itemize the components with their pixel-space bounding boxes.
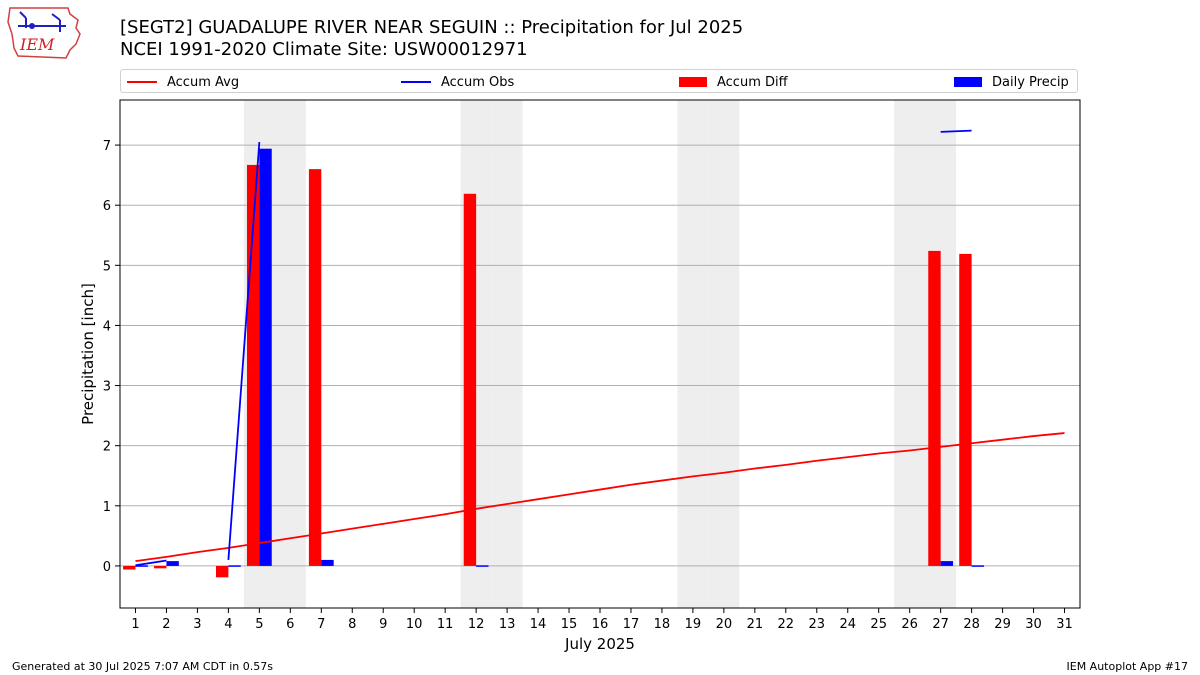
y-tick-label-6: 6 [103, 199, 111, 214]
x-tick-label-26: 26 [901, 617, 918, 632]
x-tick-label-8: 8 [348, 617, 356, 632]
y-tick-label-5: 5 [103, 259, 111, 274]
legend-label-accum-obs: Accum Obs [441, 74, 515, 90]
logo-text: IEM [19, 35, 55, 54]
weekend-band-day-20 [708, 100, 740, 608]
iem-logo: IEM [7, 7, 81, 59]
sensor-dot-icon [29, 23, 35, 29]
x-tick-label-16: 16 [592, 617, 609, 632]
legend-item-daily-precip: Daily Precip [954, 73, 1069, 91]
daily-precip-bar-day-5 [259, 148, 272, 566]
x-tick-label-9: 9 [379, 617, 387, 632]
daily-precip-bar-day-27 [940, 561, 954, 566]
y-tick-label-3: 3 [103, 380, 111, 395]
chart-legend: Accum Avg Accum Obs Accum Diff Daily Pre… [120, 69, 1078, 93]
legend-swatch-accum-avg [127, 81, 157, 83]
x-tick-label-17: 17 [623, 617, 640, 632]
y-tick-label-0: 0 [103, 560, 111, 575]
x-tick-label-22: 22 [778, 617, 795, 632]
x-tick-label-29: 29 [994, 617, 1011, 632]
x-tick-label-18: 18 [654, 617, 671, 632]
x-tick-label-15: 15 [561, 617, 578, 632]
y-tick-label-7: 7 [103, 139, 111, 154]
weekend-band-day-6 [274, 100, 306, 608]
accum-diff-bar-day-12 [463, 193, 477, 566]
legend-swatch-daily-precip [954, 77, 982, 87]
legend-item-accum-avg: Accum Avg [127, 73, 239, 91]
x-tick-label-4: 4 [224, 617, 232, 632]
x-tick-label-19: 19 [685, 617, 702, 632]
daily-precip-bar-day-4 [228, 565, 241, 567]
x-tick-label-3: 3 [193, 617, 201, 632]
weekend-band-day-13 [491, 100, 523, 608]
chart-title: [SEGT2] GUADALUPE RIVER NEAR SEGUIN :: P… [120, 17, 744, 38]
accum-diff-bar-day-7 [308, 169, 322, 566]
x-tick-label-10: 10 [406, 617, 423, 632]
x-tick-label-12: 12 [468, 617, 485, 632]
x-tick-label-6: 6 [286, 617, 294, 632]
chart-subtitle: NCEI 1991-2020 Climate Site: USW00012971 [120, 39, 528, 60]
legend-label-daily-precip: Daily Precip [992, 74, 1069, 90]
accum-diff-bar-day-4 [216, 565, 229, 578]
legend-item-accum-obs: Accum Obs [401, 73, 514, 91]
y-tick-label-2: 2 [103, 440, 111, 455]
x-tick-label-11: 11 [437, 617, 454, 632]
accum-obs-line-segment-2 [227, 142, 261, 560]
x-tick-label-25: 25 [870, 617, 887, 632]
y-axis-label: Precipitation [inch] [79, 283, 97, 425]
x-tick-label-1: 1 [131, 617, 139, 632]
legend-label-accum-avg: Accum Avg [167, 74, 240, 90]
legend-swatch-accum-diff [679, 77, 707, 87]
generated-timestamp: Generated at 30 Jul 2025 7:07 AM CDT in … [12, 660, 273, 673]
accum-diff-bar-day-1 [123, 565, 136, 570]
x-tick-label-30: 30 [1025, 617, 1042, 632]
daily-precip-bar-day-12 [476, 565, 489, 567]
x-tick-label-28: 28 [963, 617, 980, 632]
y-tick-label-4: 4 [103, 319, 111, 334]
legend-label-accum-diff: Accum Diff [717, 74, 788, 90]
weekend-band-day-19 [677, 100, 709, 608]
daily-precip-bar-day-2 [166, 561, 179, 566]
x-tick-label-27: 27 [932, 617, 949, 632]
x-tick-label-31: 31 [1056, 617, 1073, 632]
weather-station-icon [18, 11, 66, 32]
x-tick-label-5: 5 [255, 617, 263, 632]
y-tick-label-1: 1 [103, 500, 111, 515]
accum-diff-bar-day-28 [959, 253, 972, 566]
iowa-map-outline-icon [7, 7, 81, 59]
legend-swatch-accum-obs [401, 81, 431, 83]
accum-diff-bar-day-2 [154, 565, 167, 569]
legend-item-accum-diff: Accum Diff [679, 73, 788, 91]
daily-precip-bar-day-1 [135, 565, 148, 567]
daily-precip-bar-day-7 [321, 559, 334, 566]
accum-diff-bar-day-27 [928, 250, 941, 566]
x-tick-label-13: 13 [499, 617, 516, 632]
x-axis-label: July 2025 [564, 635, 635, 653]
accum-avg-line [135, 432, 1065, 562]
accum-obs-line-segment-3 [940, 129, 972, 133]
autoplot-app-label: IEM Autoplot App #17 [1066, 660, 1189, 673]
x-tick-label-23: 23 [809, 617, 826, 632]
x-tick-label-20: 20 [716, 617, 733, 632]
daily-precip-bar-day-28 [971, 565, 984, 567]
weekend-band-day-26 [894, 100, 926, 608]
x-tick-label-2: 2 [162, 617, 170, 632]
x-tick-label-7: 7 [317, 617, 325, 632]
x-tick-label-21: 21 [747, 617, 764, 632]
x-tick-label-14: 14 [530, 617, 547, 632]
accum-obs-line-segment-1 [135, 559, 167, 567]
x-tick-label-24: 24 [839, 617, 856, 632]
